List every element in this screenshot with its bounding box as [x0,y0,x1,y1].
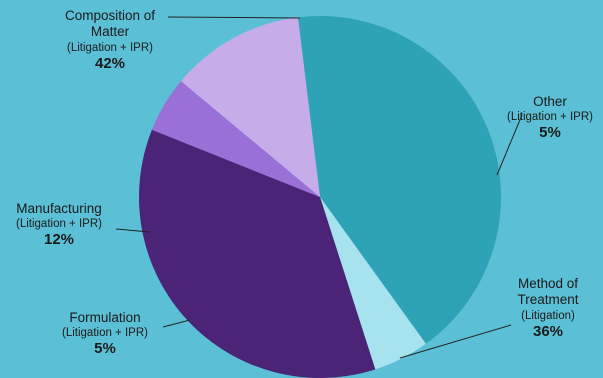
label-formulation: Formulation (Litigation + IPR) 5% [46,310,164,359]
slice-formulation [151,81,320,197]
leader-line-formulation [162,319,191,328]
label-manufacturing: Manufacturing (Litigation + IPR) 12% [0,201,118,250]
leader-line-method [399,324,512,359]
label-manufacturing-name: Manufacturing [16,201,102,216]
label-composition-pct: 42% [94,54,126,72]
label-other-pct: 5% [539,124,561,142]
label-composition: Composition of Matter (Litigation + IPR)… [40,8,180,73]
slice-composition [297,16,501,344]
label-formulation-name: Formulation [69,310,141,325]
leader-line-composition [167,16,301,19]
label-manufacturing-sub: (Litigation + IPR) [16,218,102,231]
label-other-name: Other [533,94,567,109]
label-composition-name-line1: Composition of [64,8,156,23]
label-method-name-line2: Treatment [517,292,579,308]
slice-other [320,197,426,370]
label-method-sub: (Litigation) [521,309,575,322]
leader-line-other [496,114,523,176]
slice-manufacturing [180,17,320,197]
label-formulation-pct: 5% [94,340,116,358]
label-other-sub: (Litigation + IPR) [507,111,593,124]
label-method: Method of Treatment (Litigation) 36% [494,276,602,341]
slice-method [139,129,376,378]
label-method-pct: 36% [532,322,564,340]
leader-line-manufacturing [115,228,151,233]
label-method-name-line1: Method of [517,276,579,291]
label-composition-sub: (Litigation + IPR) [67,41,153,54]
label-composition-name-line2: Matter [90,24,130,40]
label-other: Other (Litigation + IPR) 5% [492,94,603,143]
label-formulation-sub: (Litigation + IPR) [62,327,148,340]
label-manufacturing-pct: 12% [43,231,75,249]
